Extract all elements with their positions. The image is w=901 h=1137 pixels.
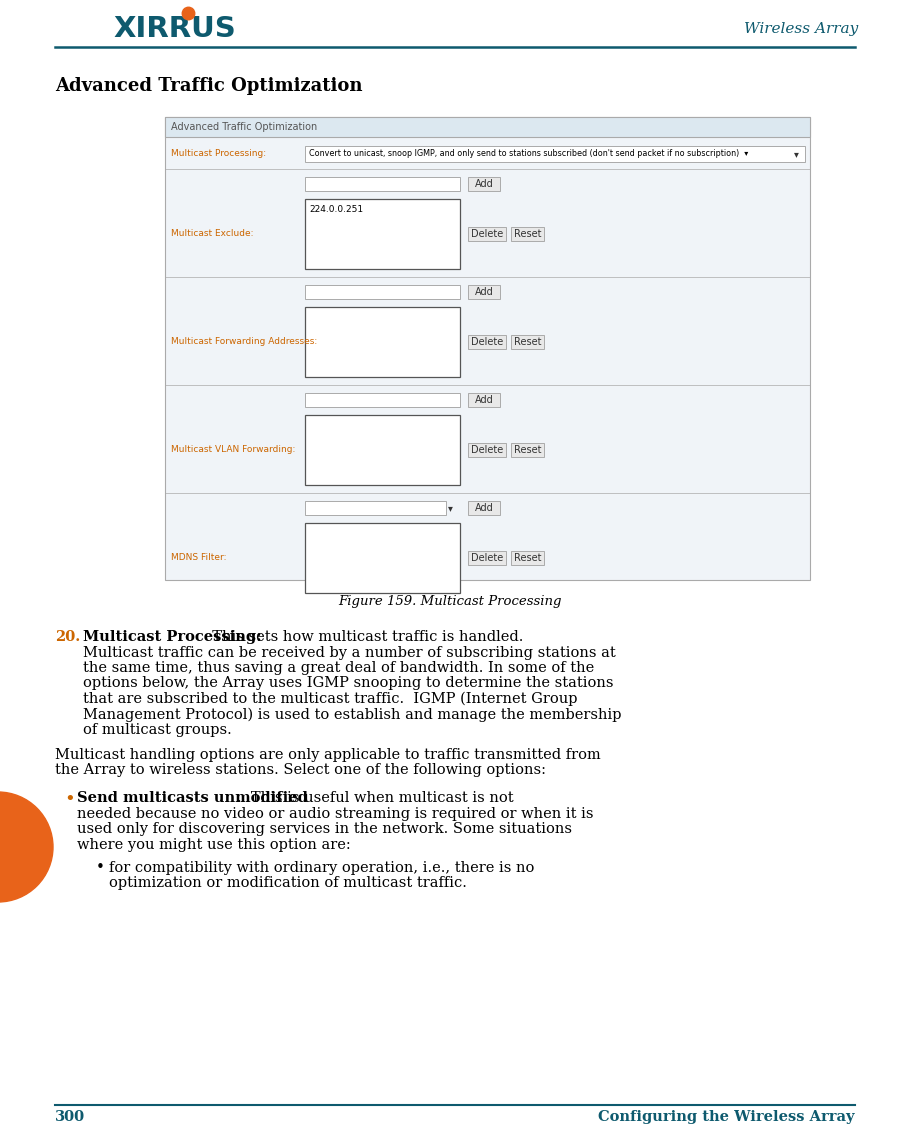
Text: Multicast Processing:: Multicast Processing: <box>83 630 261 644</box>
Bar <box>511 551 544 565</box>
Text: Delete: Delete <box>471 229 503 239</box>
Text: Multicast traffic can be received by a number of subscribing stations at: Multicast traffic can be received by a n… <box>83 646 615 659</box>
Text: Figure 159. Multicast Processing: Figure 159. Multicast Processing <box>338 596 561 608</box>
Text: ▾: ▾ <box>794 149 799 159</box>
Text: needed because no video or audio streaming is required or when it is: needed because no video or audio streami… <box>77 806 594 821</box>
Text: of multicast groups.: of multicast groups. <box>83 723 232 737</box>
Text: Management Protocol) is used to establish and manage the membership: Management Protocol) is used to establis… <box>83 707 622 722</box>
Bar <box>305 393 460 407</box>
Text: •: • <box>64 790 75 808</box>
Bar <box>305 177 460 191</box>
Text: Delete: Delete <box>471 553 503 563</box>
Bar <box>305 285 460 299</box>
Text: 20.: 20. <box>55 630 80 644</box>
Text: used only for discovering services in the network. Some situations: used only for discovering services in th… <box>77 822 572 836</box>
Text: •: • <box>96 860 105 875</box>
Bar <box>468 501 500 515</box>
Bar <box>165 117 810 136</box>
Text: Multicast Forwarding Addresses:: Multicast Forwarding Addresses: <box>171 338 317 347</box>
Bar <box>511 335 544 349</box>
Text: Multicast Exclude:: Multicast Exclude: <box>171 230 253 239</box>
Text: Reset: Reset <box>514 337 542 347</box>
Text: MDNS Filter:: MDNS Filter: <box>171 554 226 563</box>
Text: ▾: ▾ <box>448 503 453 513</box>
Text: Add: Add <box>475 503 494 513</box>
Text: Reset: Reset <box>514 229 542 239</box>
Text: This sets how multicast traffic is handled.: This sets how multicast traffic is handl… <box>203 630 523 644</box>
Text: options below, the Array uses IGMP snooping to determine the stations: options below, the Array uses IGMP snoop… <box>83 677 614 690</box>
Bar <box>305 146 805 161</box>
Text: Add: Add <box>475 179 494 189</box>
Text: Convert to unicast, snoop IGMP, and only send to stations subscribed (don't send: Convert to unicast, snoop IGMP, and only… <box>309 149 748 158</box>
Bar <box>165 117 810 580</box>
Bar <box>305 199 460 269</box>
Text: Reset: Reset <box>514 553 542 563</box>
Text: where you might use this option are:: where you might use this option are: <box>77 838 350 852</box>
Text: Advanced Traffic Optimization: Advanced Traffic Optimization <box>171 122 317 132</box>
Text: 224.0.0.251: 224.0.0.251 <box>309 205 363 214</box>
Text: the Array to wireless stations. Select one of the following options:: the Array to wireless stations. Select o… <box>55 763 546 778</box>
Circle shape <box>0 792 53 902</box>
Text: for compatibility with ordinary operation, i.e., there is no: for compatibility with ordinary operatio… <box>109 861 534 875</box>
Bar <box>468 285 500 299</box>
Text: 300: 300 <box>55 1110 85 1124</box>
Bar <box>305 415 460 485</box>
Text: Advanced Traffic Optimization: Advanced Traffic Optimization <box>55 77 362 96</box>
Text: the same time, thus saving a great deal of bandwidth. In some of the: the same time, thus saving a great deal … <box>83 661 595 675</box>
Bar <box>511 227 544 241</box>
Bar <box>468 177 500 191</box>
Bar <box>511 443 544 457</box>
Text: Add: Add <box>475 287 494 297</box>
Bar <box>468 335 506 349</box>
Text: Multicast Processing:: Multicast Processing: <box>171 149 266 158</box>
Text: XIRRUS: XIRRUS <box>114 15 236 43</box>
Text: Send multicasts unmodified: Send multicasts unmodified <box>77 791 308 805</box>
Text: Wireless Array: Wireless Array <box>743 22 858 36</box>
Text: Delete: Delete <box>471 337 503 347</box>
Text: that are subscribed to the multicast traffic.  IGMP (Internet Group: that are subscribed to the multicast tra… <box>83 692 578 706</box>
Text: optimization or modification of multicast traffic.: optimization or modification of multicas… <box>109 877 467 890</box>
Bar <box>468 227 506 241</box>
Bar <box>305 523 460 594</box>
Text: Configuring the Wireless Array: Configuring the Wireless Array <box>598 1110 855 1124</box>
Text: Multicast handling options are only applicable to traffic transmitted from: Multicast handling options are only appl… <box>55 748 601 762</box>
Bar <box>305 307 460 377</box>
Bar <box>468 443 506 457</box>
Bar <box>468 551 506 565</box>
Text: Add: Add <box>475 395 494 405</box>
Text: Reset: Reset <box>514 445 542 455</box>
Text: Delete: Delete <box>471 445 503 455</box>
Bar <box>305 501 446 515</box>
Text: Multicast VLAN Forwarding:: Multicast VLAN Forwarding: <box>171 446 296 455</box>
Text: .  This is useful when multicast is not: . This is useful when multicast is not <box>237 791 514 805</box>
Bar <box>468 393 500 407</box>
